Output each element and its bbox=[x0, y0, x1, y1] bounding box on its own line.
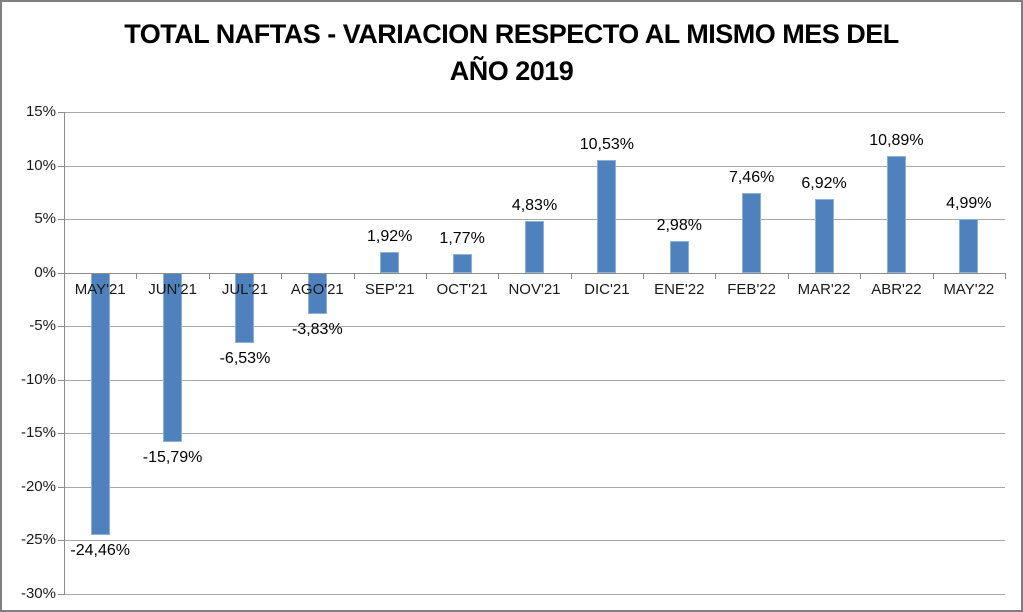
y-axis-tick bbox=[58, 486, 64, 488]
x-axis-tick bbox=[1005, 273, 1006, 279]
bar bbox=[452, 253, 472, 273]
bar-value-label: 10,53% bbox=[579, 135, 634, 153]
y-axis-label: -25% bbox=[20, 531, 56, 549]
gridline bbox=[64, 594, 1005, 595]
category-label: JUL'21 bbox=[221, 280, 269, 298]
x-axis-tick bbox=[353, 273, 355, 279]
gridline bbox=[64, 112, 1005, 113]
y-axis-tick bbox=[58, 165, 64, 167]
x-axis-tick bbox=[860, 273, 862, 279]
bar-value-label: 6,92% bbox=[801, 174, 847, 192]
x-axis-tick bbox=[208, 273, 210, 279]
category-label: DIC'21 bbox=[584, 280, 630, 298]
x-axis-tick bbox=[643, 273, 645, 279]
x-axis-tick bbox=[281, 273, 283, 279]
bar-value-label: 2,98% bbox=[656, 216, 702, 234]
gridline bbox=[64, 433, 1005, 435]
y-axis-label: 10% bbox=[25, 156, 56, 174]
y-axis-label: -15% bbox=[20, 424, 56, 442]
bar-value-label: 1,92% bbox=[367, 228, 413, 246]
bar-value-label: -24,46% bbox=[70, 541, 130, 559]
chart-title: TOTAL NAFTAS - VARIACION RESPECTO AL MIS… bbox=[2, 16, 1021, 90]
gridline bbox=[64, 326, 1005, 328]
y-axis-tick bbox=[58, 326, 64, 328]
category-label: AGO'21 bbox=[290, 280, 344, 298]
bar-value-label: 10,89% bbox=[869, 132, 924, 150]
y-axis-tick bbox=[58, 594, 64, 595]
x-axis-tick bbox=[136, 273, 138, 279]
category-label: FEB'22 bbox=[727, 280, 776, 298]
bar bbox=[742, 192, 762, 273]
y-axis-tick bbox=[58, 540, 64, 542]
x-axis-tick bbox=[498, 273, 500, 279]
bar-value-label: 1,77% bbox=[439, 229, 485, 247]
bar-value-label: -3,83% bbox=[291, 320, 343, 338]
y-axis-label: -10% bbox=[20, 370, 56, 388]
x-axis-tick bbox=[425, 273, 427, 279]
category-label: NOV'21 bbox=[508, 280, 561, 298]
category-label: MAY'21 bbox=[74, 280, 126, 298]
bar-value-label: -6,53% bbox=[219, 349, 271, 367]
x-axis-tick bbox=[570, 273, 572, 279]
bar bbox=[525, 220, 544, 273]
gridline bbox=[64, 379, 1005, 381]
gridline bbox=[64, 165, 1005, 167]
x-axis-tick bbox=[787, 273, 789, 279]
y-axis-label: 5% bbox=[34, 210, 56, 228]
category-label: MAY'22 bbox=[943, 280, 995, 298]
y-axis-label: 15% bbox=[25, 103, 56, 120]
y-axis-label: 0% bbox=[34, 263, 56, 281]
category-label: ABR'22 bbox=[871, 280, 922, 298]
bar-value-label: 4,83% bbox=[511, 196, 558, 214]
y-axis-tick bbox=[58, 379, 64, 381]
bar bbox=[814, 198, 834, 273]
y-axis-tick bbox=[58, 112, 64, 113]
bar bbox=[597, 159, 617, 273]
category-label: OCT'21 bbox=[436, 280, 488, 298]
bar-value-label: -15,79% bbox=[142, 448, 203, 466]
chart-title-line2: AÑO 2019 bbox=[449, 56, 574, 86]
category-label: MAR'22 bbox=[797, 280, 851, 298]
bar bbox=[886, 156, 906, 273]
category-label: SEP'21 bbox=[364, 280, 415, 298]
bar bbox=[380, 252, 400, 273]
gridline bbox=[64, 540, 1005, 542]
x-axis-line bbox=[64, 272, 1006, 274]
gridline bbox=[64, 219, 1005, 221]
bar bbox=[90, 272, 110, 535]
bar-value-label: 4,99% bbox=[946, 195, 992, 213]
y-axis-label: -30% bbox=[20, 585, 56, 602]
x-axis-tick bbox=[715, 273, 717, 279]
y-axis-tick bbox=[58, 272, 64, 274]
x-axis-tick bbox=[64, 273, 65, 279]
chart-title-line1: TOTAL NAFTAS - VARIACION RESPECTO AL MIS… bbox=[124, 19, 899, 49]
x-axis-tick bbox=[932, 273, 934, 279]
category-label: ENE'22 bbox=[654, 280, 705, 298]
category-label: JUN'21 bbox=[148, 280, 197, 298]
bar bbox=[669, 240, 689, 273]
y-axis-tick bbox=[58, 219, 64, 221]
y-axis-label: -20% bbox=[20, 477, 56, 495]
y-axis-label: -5% bbox=[29, 317, 56, 335]
bar bbox=[959, 219, 979, 273]
bar-value-label: 7,46% bbox=[728, 168, 775, 186]
y-axis-tick bbox=[58, 433, 64, 435]
gridline bbox=[64, 486, 1005, 488]
y-axis-line bbox=[64, 112, 65, 595]
